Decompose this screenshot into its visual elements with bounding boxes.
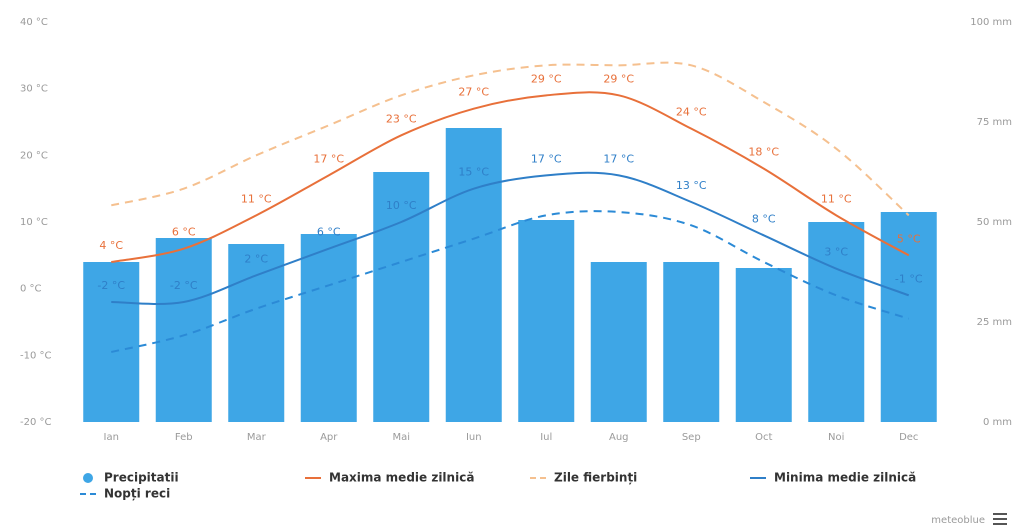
data-label: -2 °C xyxy=(97,279,125,292)
data-label: -1 °C xyxy=(895,272,923,285)
y-tick-label: 10 °C xyxy=(20,217,48,228)
line xyxy=(111,91,910,263)
bar xyxy=(445,128,502,422)
data-label: 29 °C xyxy=(531,72,562,85)
x-tick-label: Apr xyxy=(320,432,338,443)
x-tick-label: Oct xyxy=(755,432,772,443)
y2-tick-label: 75 mm xyxy=(977,117,1012,128)
y-tick-label: 30 °C xyxy=(20,84,48,95)
legend-label: Minima medie zilnică xyxy=(774,471,916,485)
x-tick-label: Noi xyxy=(828,432,844,443)
data-label: 3 °C xyxy=(824,246,848,259)
x-tick-label: Iul xyxy=(540,432,552,443)
x-tick-label: Mai xyxy=(392,432,410,443)
legend-label: Zile fierbinți xyxy=(554,471,637,485)
bar xyxy=(663,262,720,422)
data-label: 6 °C xyxy=(172,226,196,239)
data-label: 17 °C xyxy=(313,152,344,165)
bar xyxy=(300,234,357,422)
y-tick-label: -20 °C xyxy=(20,417,52,428)
x-tick-label: Sep xyxy=(682,432,701,443)
bar xyxy=(155,238,212,422)
data-label: 23 °C xyxy=(386,112,417,125)
bar xyxy=(83,262,140,422)
data-label: 18 °C xyxy=(748,146,779,159)
data-label: 11 °C xyxy=(241,192,272,205)
data-label: 6 °C xyxy=(317,226,341,239)
data-label: 11 °C xyxy=(821,192,852,205)
bar xyxy=(880,212,937,422)
bar xyxy=(808,222,865,422)
data-label: 17 °C xyxy=(603,152,634,165)
x-tick-label: Aug xyxy=(609,432,629,443)
bar xyxy=(735,268,792,422)
bar xyxy=(590,262,647,422)
line xyxy=(111,171,910,305)
x-tick-label: Dec xyxy=(899,432,918,443)
y-tick-label: 40 °C xyxy=(20,17,48,28)
data-label: 17 °C xyxy=(531,152,562,165)
data-label: 13 °C xyxy=(676,179,707,192)
x-tick-label: Iun xyxy=(466,432,482,443)
x-tick-label: Feb xyxy=(175,432,193,443)
menu-icon[interactable] xyxy=(993,513,1007,525)
credit: meteoblue xyxy=(931,515,985,526)
y2-tick-label: 25 mm xyxy=(977,317,1012,328)
y2-tick-label: 0 mm xyxy=(983,417,1012,428)
data-label: 27 °C xyxy=(458,86,489,99)
line xyxy=(111,61,910,217)
legend-swatch xyxy=(83,473,93,483)
line xyxy=(111,210,910,353)
data-label: 24 °C xyxy=(676,106,707,119)
data-label: 2 °C xyxy=(244,252,268,265)
y-tick-label: -10 °C xyxy=(20,350,52,361)
legend-label: Precipitatii xyxy=(104,471,179,485)
legend-label: Nopți reci xyxy=(104,487,170,501)
data-label: 5 °C xyxy=(897,232,921,245)
x-tick-label: Mar xyxy=(247,432,267,443)
y-tick-label: 0 °C xyxy=(20,284,42,295)
legend-label: Maxima medie zilnică xyxy=(329,471,474,485)
data-label: 10 °C xyxy=(386,199,417,212)
y-tick-label: 20 °C xyxy=(20,150,48,161)
data-label: -2 °C xyxy=(170,279,198,292)
data-label: 15 °C xyxy=(458,166,489,179)
x-tick-label: Ian xyxy=(104,432,119,443)
y2-tick-label: 50 mm xyxy=(977,217,1012,228)
data-label: 29 °C xyxy=(603,72,634,85)
data-label: 8 °C xyxy=(752,212,776,225)
bar xyxy=(518,220,575,422)
y2-tick-label: 100 mm xyxy=(970,17,1012,28)
data-label: 4 °C xyxy=(99,239,123,252)
bar xyxy=(228,244,285,422)
